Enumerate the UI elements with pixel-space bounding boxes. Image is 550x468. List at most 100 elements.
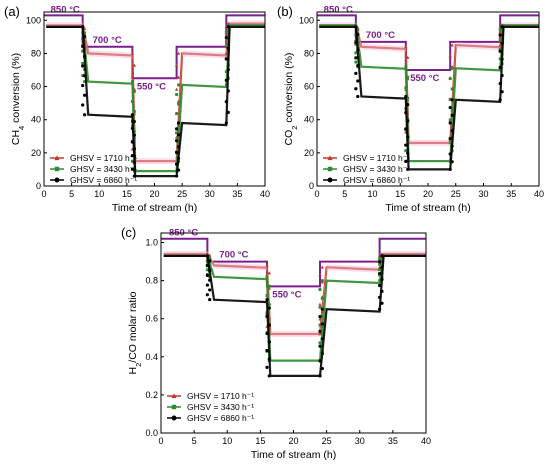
data-point — [500, 41, 504, 45]
data-point — [82, 93, 87, 97]
legend-marker — [327, 166, 333, 172]
data-point — [224, 38, 229, 42]
data-point — [174, 63, 179, 67]
data-point — [406, 55, 410, 59]
data-point — [498, 57, 502, 61]
data-point — [208, 256, 212, 260]
x-tick-label: 35 — [232, 189, 242, 199]
y-tick-label: 0 — [309, 181, 314, 191]
x-tick-label: 25 — [322, 436, 332, 446]
data-point — [224, 30, 228, 34]
x-tick-label: 40 — [421, 436, 431, 446]
data-point — [500, 73, 504, 78]
data-point — [498, 65, 502, 70]
data-point — [378, 257, 382, 261]
data-point — [176, 75, 181, 79]
data-point — [130, 167, 135, 171]
data-point — [320, 366, 324, 371]
data-point — [224, 31, 229, 35]
data-point — [406, 103, 410, 107]
data-point — [378, 272, 382, 276]
data-point — [450, 98, 454, 102]
data-point — [132, 160, 136, 165]
x-axis-label: Time of stream (h) — [385, 202, 470, 214]
data-point — [208, 261, 212, 265]
data-point — [174, 135, 179, 139]
data-point — [132, 147, 136, 151]
data-point — [224, 57, 228, 61]
x-tick-label: 15 — [255, 436, 265, 446]
data-point — [265, 365, 269, 370]
data-point — [176, 121, 181, 125]
temperature-label-550: 550 °C — [272, 289, 301, 300]
x-tick-label: 25 — [451, 189, 461, 199]
chart-panel-1: 850 °C 700 °C 550 °C 0 5 10 15 20 25 30 35 40 0 20 40 6… — [4, 4, 270, 214]
data-point — [81, 44, 85, 49]
data-point — [404, 159, 408, 163]
data-point — [354, 40, 358, 44]
data-point — [267, 271, 272, 275]
data-point — [208, 298, 212, 302]
legend-entry: GHSV = 3430 h⁻¹ — [187, 402, 254, 412]
data-point — [356, 79, 360, 83]
data-point — [130, 140, 135, 144]
data-point — [82, 74, 87, 78]
data-point — [498, 49, 502, 53]
legend-marker — [54, 155, 60, 161]
series-1 — [46, 20, 266, 165]
data-point — [498, 47, 502, 51]
data-point — [267, 340, 271, 344]
data-point — [176, 156, 181, 160]
data-point — [130, 159, 134, 163]
data-point — [380, 289, 384, 294]
temperature-label-850: 850 °C — [324, 4, 353, 15]
series-line-1 — [46, 22, 265, 163]
legend-marker — [171, 393, 177, 399]
data-point — [354, 87, 358, 91]
data-point — [318, 332, 322, 336]
data-point — [176, 168, 181, 172]
series-line-1 — [319, 24, 539, 144]
data-point — [500, 90, 504, 94]
data-point — [406, 75, 410, 79]
x-tick-label: 25 — [177, 189, 187, 199]
data-point — [404, 143, 408, 147]
data-point — [354, 51, 358, 55]
data-point — [265, 293, 269, 297]
legend-marker — [171, 404, 177, 410]
data-point — [380, 266, 384, 270]
data-point — [318, 359, 322, 363]
data-point — [226, 68, 230, 72]
data-point — [354, 56, 358, 60]
series-line-2 — [46, 24, 265, 173]
data-point — [83, 80, 87, 84]
data-point — [404, 149, 408, 153]
x-tick-label: 35 — [506, 189, 516, 199]
series-1 — [319, 22, 539, 146]
data-point — [82, 35, 87, 39]
data-point — [404, 127, 408, 131]
data-point — [205, 293, 209, 297]
data-point — [175, 93, 179, 96]
data-point — [81, 61, 85, 65]
y-tick-label: 80 — [31, 48, 41, 58]
panel-label: (a) — [4, 4, 20, 19]
chart-panel-2: 850 °C 700 °C 550 °C 0 5 10 15 20 25 30 35 40 0 20 40 6… — [277, 4, 544, 214]
data-point — [208, 288, 212, 292]
legend-entry: GHSV = 6860 h⁻¹ — [343, 175, 410, 185]
data-point — [205, 283, 209, 287]
series-band — [319, 22, 539, 146]
data-point — [320, 265, 325, 269]
data-point — [226, 23, 230, 27]
data-point — [450, 129, 454, 133]
data-point — [226, 46, 230, 50]
data-point — [378, 279, 382, 283]
data-point — [174, 87, 179, 91]
data-point — [498, 28, 502, 32]
x-tick-label: 10 — [222, 436, 232, 446]
temperature-label-850: 850 °C — [51, 4, 80, 15]
data-point — [318, 341, 322, 345]
x-tick-label: 35 — [388, 436, 398, 446]
data-point — [318, 344, 322, 348]
legend-entry: GHSV = 3430 h⁻¹ — [70, 164, 137, 174]
